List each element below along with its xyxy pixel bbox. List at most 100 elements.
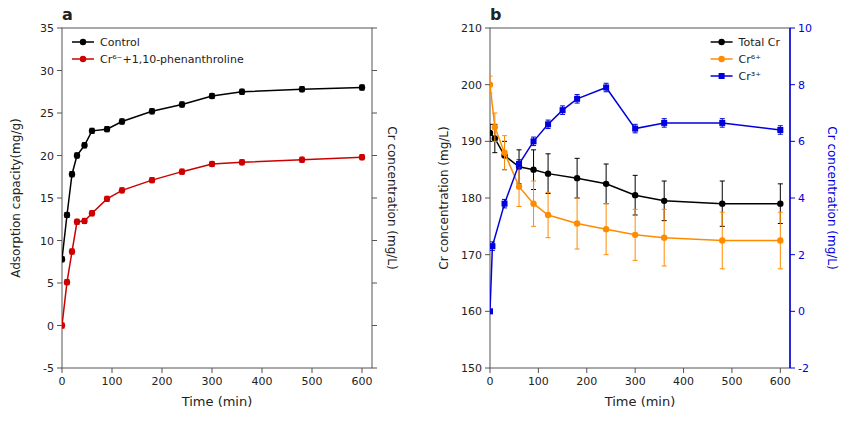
error-bar [70, 172, 75, 177]
point [603, 85, 609, 91]
y-tick [485, 198, 490, 199]
error-bar-cap [531, 145, 536, 146]
error-bar-cap [633, 209, 638, 210]
error-bar-cap [662, 209, 667, 210]
error-bar [300, 157, 305, 162]
error-bar-cap [492, 141, 497, 142]
y-tick-label: 180 [461, 192, 482, 205]
point [719, 120, 725, 126]
error-bar-cap [662, 118, 667, 119]
point [359, 84, 365, 90]
error-bar-cap [633, 132, 638, 133]
error-bar [65, 212, 70, 217]
x-tick-label: 500 [721, 375, 742, 388]
point [661, 234, 667, 240]
y2-tick [790, 311, 795, 312]
point [81, 142, 87, 148]
error-bar [633, 175, 638, 215]
x-tick [362, 368, 363, 373]
legend-marker [719, 73, 725, 79]
legend-label: Cr⁶⁺ [739, 53, 762, 66]
point [502, 201, 508, 207]
point [719, 200, 725, 206]
error-bar-cap [662, 181, 667, 182]
error-bar [662, 209, 667, 266]
x-tick-label: 0 [487, 375, 494, 388]
y2-tick [790, 198, 795, 199]
plot-frame [62, 28, 372, 368]
y2-tick [372, 70, 377, 71]
error-bar-cap [778, 268, 783, 269]
error-bar [70, 249, 75, 254]
y2-tick-label: 10 [798, 22, 812, 35]
y2-tick [790, 141, 795, 142]
y2-tick [372, 28, 377, 29]
x-tick [62, 368, 63, 373]
error-bar [546, 192, 551, 237]
error-bar-cap [575, 198, 580, 199]
error-bar [575, 158, 580, 198]
point [69, 171, 75, 177]
point [661, 120, 667, 126]
error-bar-cap [778, 134, 783, 135]
legend-entry: Control [72, 36, 140, 49]
error-bar [120, 188, 125, 193]
error-bar-cap [502, 207, 507, 208]
y-tick [57, 283, 62, 284]
y-tick-label: 15 [40, 192, 54, 205]
error-bar-cap [720, 127, 725, 128]
panel-label: a [62, 5, 73, 24]
error-bar-cap [490, 124, 493, 125]
plot-frame [490, 28, 790, 368]
point [490, 81, 493, 87]
error-bar-cap [604, 254, 609, 255]
error-bar [546, 154, 551, 194]
point [89, 210, 95, 216]
point [719, 237, 725, 243]
point [104, 126, 110, 132]
x-tick-label: 300 [625, 375, 646, 388]
point [69, 248, 75, 254]
y2-tick-label: 4 [798, 192, 805, 205]
error-bar-cap [546, 237, 551, 238]
x-tick [312, 368, 313, 373]
error-bar [210, 161, 215, 166]
error-bar-cap [502, 135, 507, 136]
point [119, 187, 125, 193]
series [62, 154, 365, 329]
error-bar [210, 93, 215, 98]
y-tick [485, 368, 490, 369]
error-bar-cap [778, 212, 783, 213]
x-tick-label: 200 [576, 375, 597, 388]
error-bar-cap [662, 127, 667, 128]
y2-tick-label: 8 [798, 79, 805, 92]
error-bar [180, 169, 185, 174]
point [81, 218, 87, 224]
error-bar-cap [531, 226, 536, 227]
y2-tick-label: 0 [798, 305, 805, 318]
point [516, 183, 522, 189]
series [490, 76, 784, 269]
series [490, 83, 783, 314]
y-tick-label: 210 [461, 22, 482, 35]
error-bar [531, 137, 536, 146]
series-line [62, 88, 362, 260]
error-bar [490, 76, 493, 93]
x-tick-label: 0 [59, 375, 66, 388]
error-bar-cap [560, 114, 565, 115]
error-bar [360, 85, 365, 90]
error-bar [65, 280, 70, 285]
error-bar-cap [633, 124, 638, 125]
x-tick [262, 368, 263, 373]
error-bar [531, 181, 536, 226]
point [632, 126, 638, 132]
y-tick [57, 240, 62, 241]
error-bar [62, 257, 65, 262]
series [490, 124, 784, 226]
error-bar [82, 143, 87, 148]
error-bar [604, 204, 609, 255]
x-tick-label: 500 [302, 375, 323, 388]
x-tick [538, 368, 539, 373]
error-bar [75, 219, 80, 224]
point [545, 170, 551, 176]
